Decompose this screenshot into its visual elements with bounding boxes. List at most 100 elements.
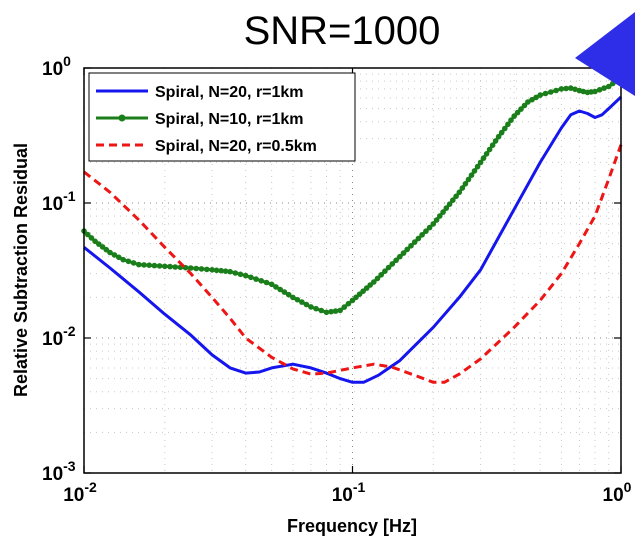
series-marker [443, 205, 450, 211]
series-marker [258, 278, 265, 284]
legend-label-1: Spiral, N=20, r=1km [155, 84, 304, 101]
y-tick-label: 10-3 [42, 458, 76, 485]
series-marker [525, 99, 531, 105]
series-marker [440, 209, 446, 215]
series-marker [227, 268, 233, 275]
series-marker [572, 86, 578, 93]
series-marker [204, 266, 210, 273]
series-marker [318, 307, 325, 314]
series-marker [411, 239, 418, 245]
series-marker [313, 305, 319, 312]
series-marker [495, 133, 502, 140]
legend-label-2: Spiral, N=10, r=1km [155, 111, 304, 128]
series-marker [529, 96, 535, 103]
series-marker [116, 254, 122, 261]
series-marker [162, 263, 168, 270]
series-marker [542, 90, 549, 97]
series-marker [263, 279, 270, 286]
series-marker [592, 88, 598, 95]
series-marker [332, 308, 339, 314]
series-marker [462, 181, 469, 187]
series-marker [492, 138, 499, 144]
y-tick-label: 10-2 [42, 323, 76, 350]
series-marker [453, 193, 459, 200]
series-marker [489, 142, 496, 148]
series-marker [328, 308, 334, 315]
series-marker [193, 265, 199, 272]
series-marker [397, 253, 403, 260]
series-marker [400, 250, 407, 256]
series-marker [382, 268, 388, 275]
series-marker [601, 85, 607, 91]
series-marker [156, 263, 163, 269]
series-marker [474, 163, 481, 170]
series-marker [242, 272, 249, 279]
series-marker [294, 296, 301, 303]
series-marker [477, 159, 484, 166]
series-marker [430, 221, 437, 227]
series-line-1 [83, 95, 623, 384]
series-marker [151, 262, 158, 269]
series-marker [290, 294, 296, 301]
series-marker [471, 168, 478, 174]
series-marker [299, 299, 305, 305]
series-marker [415, 235, 422, 242]
series-marker [84, 231, 91, 238]
series-marker [459, 185, 466, 191]
series-marker [337, 307, 344, 314]
series-marker [502, 125, 508, 132]
series-marker [456, 189, 463, 196]
series-marker [341, 304, 348, 310]
series-marker [209, 267, 215, 273]
series-marker [518, 106, 524, 112]
series-marker [273, 284, 279, 290]
series-marker [111, 252, 118, 258]
series-marker [505, 121, 511, 128]
series-marker [389, 261, 396, 267]
series-marker [167, 263, 173, 270]
series-marker [125, 258, 132, 265]
series-marker [558, 86, 565, 92]
series-marker [237, 271, 244, 278]
series-marker [568, 85, 574, 91]
series-marker [198, 266, 205, 272]
series-marker [408, 243, 414, 249]
series-marker [521, 102, 528, 109]
series-marker [303, 301, 310, 308]
chart-title: SNR=1000 [244, 9, 441, 53]
series-marker [213, 267, 220, 274]
decorative-triangle [575, 12, 635, 96]
series-layer [81, 74, 624, 384]
series-marker [437, 213, 443, 219]
series-marker [120, 256, 126, 263]
series-marker [146, 262, 152, 269]
series-marker [548, 89, 554, 95]
series-marker [393, 257, 399, 264]
series-marker [232, 270, 239, 276]
x-tick-label: 10-2 [63, 479, 97, 506]
series-marker [253, 276, 259, 282]
series-marker [423, 228, 429, 234]
series-marker [285, 291, 292, 298]
series-marker [374, 275, 381, 282]
series-marker [486, 146, 493, 153]
y-axis-label: Relative Subtraction Residual [11, 143, 31, 397]
series-marker [563, 85, 569, 92]
x-tick-label: 10-1 [332, 479, 366, 506]
series-marker [533, 94, 539, 101]
y-tick-label: 10-1 [42, 188, 76, 215]
legend-label-3: Spiral, N=20, r=0.5km [155, 138, 317, 155]
series-marker [172, 264, 178, 270]
series-marker [136, 261, 142, 268]
series-marker [553, 87, 559, 94]
series-marker [450, 197, 456, 203]
x-axis-label: Frequency [Hz] [287, 516, 417, 536]
series-marker [248, 274, 254, 281]
series-line-3 [83, 144, 623, 384]
series-marker [480, 155, 487, 161]
series-marker [371, 279, 377, 285]
series-marker [426, 224, 433, 231]
series-marker [498, 129, 505, 136]
series-marker [514, 109, 521, 116]
